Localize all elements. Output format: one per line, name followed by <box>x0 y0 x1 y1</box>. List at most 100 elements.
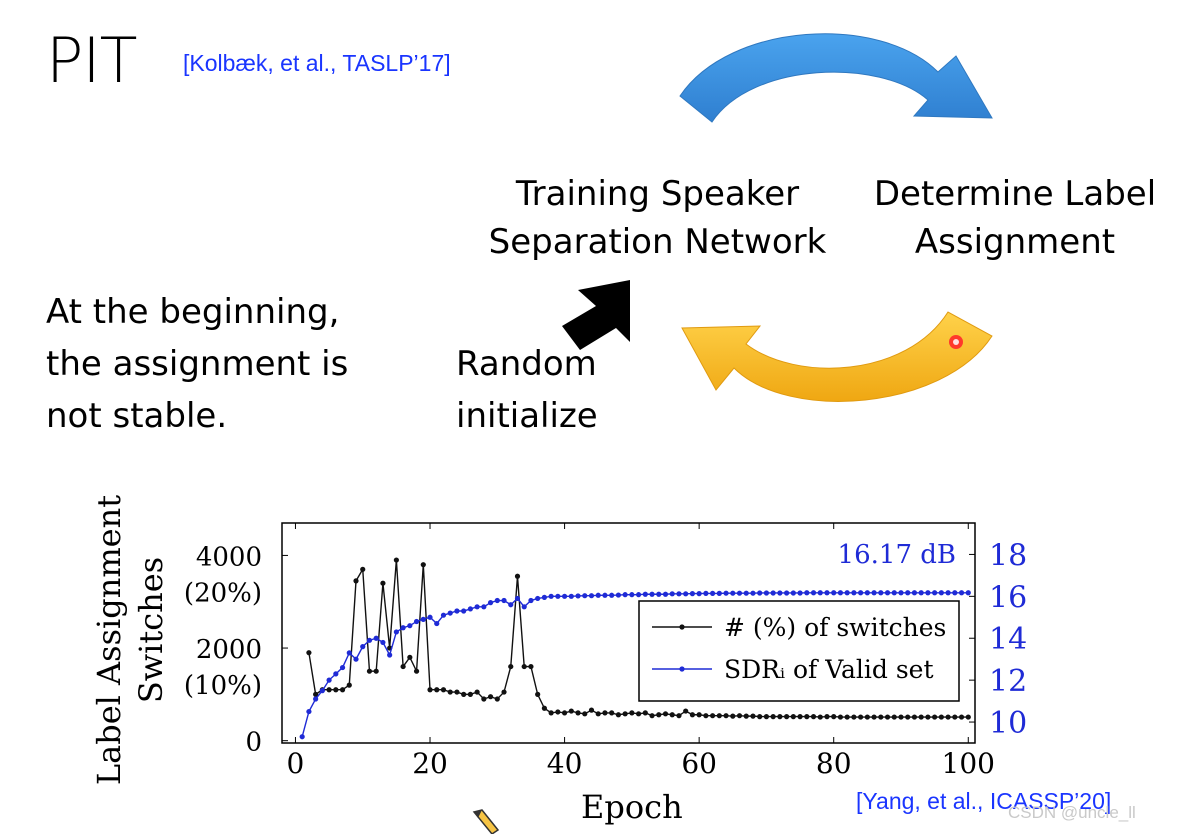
sdr-point <box>784 590 790 596</box>
switches-point <box>925 714 931 720</box>
sdr-point <box>844 590 850 596</box>
sdr-point <box>346 650 352 656</box>
sdr-point <box>299 734 305 740</box>
legend-switches-dot <box>679 624 685 630</box>
switches-point <box>797 714 803 720</box>
x-tick-label: 100 <box>942 747 995 780</box>
switches-point <box>763 714 770 720</box>
sdr-point <box>743 590 749 596</box>
sdr-point <box>508 602 514 608</box>
sdr-point <box>878 590 884 596</box>
switches-point <box>548 710 554 716</box>
sdr-point <box>461 608 467 614</box>
pencil-cursor-icon <box>472 809 500 834</box>
switches-point <box>810 714 817 720</box>
note-line-1: At the beginning, <box>46 292 340 332</box>
switches-point <box>413 668 420 674</box>
random-initialize-label: Random initialize <box>456 338 598 442</box>
sdr-point <box>817 590 823 596</box>
sdr-point <box>326 677 332 683</box>
y-left-tick-label: (10%) <box>184 671 262 701</box>
random-initialize-line2: initialize <box>456 396 598 436</box>
random-initialize-line1: Random <box>456 344 597 384</box>
switches-point <box>400 663 406 670</box>
switches-point <box>804 714 810 720</box>
switches-point <box>905 714 911 720</box>
y-left-tick-label: 2000 <box>196 635 262 665</box>
sdr-point <box>669 591 675 597</box>
training-network-label-line2: Separation Network <box>488 222 827 262</box>
sdr-point <box>689 591 696 597</box>
switches-point <box>609 710 615 716</box>
sdr-point <box>736 590 743 596</box>
switches-point <box>447 689 453 695</box>
switches-point <box>373 668 379 674</box>
sdr-point <box>609 592 615 598</box>
switches-point <box>864 714 870 720</box>
switches-point <box>723 713 729 719</box>
switches-point <box>360 566 366 572</box>
sdr-point <box>629 592 635 598</box>
switches-point <box>487 694 494 700</box>
switches-point <box>662 711 669 717</box>
switches-point <box>770 714 776 720</box>
sdr-point <box>333 671 339 677</box>
sdr-point <box>595 592 601 598</box>
switches-point <box>635 711 642 717</box>
legend-switches-label: # (%) of switches <box>724 613 946 642</box>
sdr-point <box>487 600 494 606</box>
switches-point <box>622 711 628 717</box>
switches-point <box>790 714 796 720</box>
switches-point <box>696 712 702 718</box>
sdr-point <box>925 590 931 596</box>
sdr-point <box>730 590 736 596</box>
sdr-point <box>662 591 669 597</box>
switches-point <box>582 711 588 717</box>
sdr-point <box>871 590 877 596</box>
switches-point <box>831 714 837 720</box>
sdr-point <box>575 593 581 599</box>
switches-point <box>932 714 938 720</box>
y-right-tick-label: 18 <box>989 538 1027 573</box>
sdr-point <box>407 623 413 629</box>
switches-point <box>851 714 857 720</box>
y-axis-label-line2: Switches <box>132 557 170 703</box>
switches-point <box>568 708 574 714</box>
x-axis-label: Epoch <box>581 788 683 826</box>
sdr-point <box>313 696 319 702</box>
switches-point <box>535 691 541 697</box>
switches-point <box>676 713 682 719</box>
sdr-point <box>938 590 944 596</box>
switches-point <box>871 714 877 720</box>
x-tick-label: 60 <box>681 747 717 780</box>
switches-point <box>615 712 622 718</box>
switches-point <box>918 714 924 720</box>
sdr-point <box>656 591 662 597</box>
x-tick-label: 80 <box>816 747 852 780</box>
switches-point <box>440 687 447 693</box>
sdr-point <box>548 593 554 599</box>
citation-top: [Kolbæk, et al., TASLP’17] <box>183 50 451 76</box>
sdr-point <box>380 639 386 646</box>
sdr-point <box>494 597 500 604</box>
sdr-point <box>467 606 473 612</box>
y-left-tick-label: 0 <box>245 728 262 758</box>
switches-point <box>689 712 696 718</box>
switches-point <box>461 691 467 697</box>
switches-point <box>454 689 460 695</box>
sdr-point <box>360 644 366 650</box>
switches-point <box>683 708 689 714</box>
switches-point <box>588 707 595 713</box>
sdr-point <box>642 591 648 597</box>
switches-point <box>669 712 675 718</box>
sdr-series-line <box>301 592 969 737</box>
switches-point <box>716 713 722 719</box>
sdr-point <box>932 590 938 596</box>
sdr-point <box>770 590 776 596</box>
sdr-point <box>831 590 837 596</box>
sdr-point <box>958 590 965 596</box>
switches-point <box>333 687 339 693</box>
sdr-point <box>837 590 844 596</box>
switches-point <box>858 714 864 720</box>
switches-point <box>420 562 426 568</box>
